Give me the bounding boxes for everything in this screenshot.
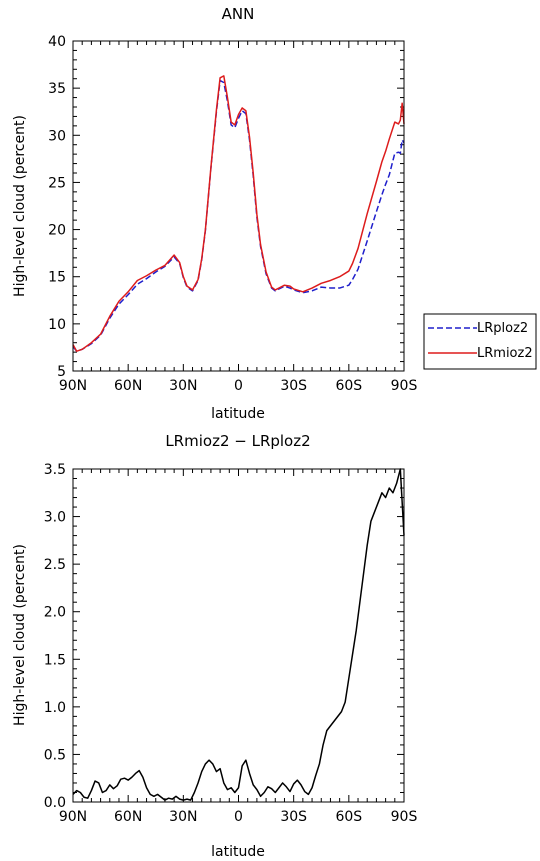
chart-difference: LRmioz2 − LRploz2 0.0 0.5 1.0 1.5 2.0 2.5 3.0 3… (12, 432, 417, 860)
y-axis-label: High-level cloud (percent) (12, 115, 28, 297)
x-tick-label: 30S (280, 809, 307, 825)
legend-label-lrmioz2: LRmioz2 (477, 346, 533, 361)
x-tick-label: 60N (114, 378, 142, 394)
chart-title: ANN (222, 5, 255, 23)
x-tick-label: 30S (280, 378, 307, 394)
y-tick-label: 0.5 (44, 747, 66, 763)
x-tick-label: 30N (169, 809, 197, 825)
x-tick-label: 60N (114, 809, 142, 825)
y-tick-label: 10 (48, 317, 66, 333)
x-tick-labels: 90N 60N 30N 0 30S 60S 90S (59, 378, 418, 394)
x-tick-label: 90S (391, 809, 418, 825)
series-lines (72, 468, 405, 801)
y-tick-label: 2.0 (44, 605, 66, 621)
y-tick-label: 2.5 (44, 557, 66, 573)
legend-box (423, 313, 537, 370)
legend: LRploz2 LRmioz2 (423, 313, 537, 370)
x-axis-label: latitude (211, 844, 265, 860)
legend-label-lrploz2: LRploz2 (477, 321, 528, 336)
x-tick-label: 0 (234, 809, 243, 825)
x-tick-label: 60S (335, 378, 362, 394)
y-tick-label: 0.0 (44, 795, 66, 811)
axis-ticks (72, 40, 405, 372)
y-tick-labels: 0.0 0.5 1.0 1.5 2.0 2.5 3.0 3.5 (44, 462, 66, 811)
y-tick-label: 20 (48, 223, 66, 239)
x-tick-labels: 90N 60N 30N 0 30S 60S 90S (59, 809, 418, 825)
x-tick-label: 90S (391, 378, 418, 394)
series-lines (72, 75, 405, 352)
y-tick-label: 1.0 (44, 700, 66, 716)
axis-ticks (72, 468, 405, 803)
y-tick-labels: 5 10 15 20 25 30 35 40 (48, 34, 66, 380)
series-line-lrmioz2 (72, 75, 405, 352)
plot-frame (72, 40, 405, 372)
x-tick-label: 90N (59, 809, 87, 825)
series-line-difference (72, 468, 405, 801)
plot-frame (72, 468, 405, 803)
x-tick-label: 60S (335, 809, 362, 825)
y-tick-label: 25 (48, 175, 66, 191)
y-tick-label: 35 (48, 81, 66, 97)
y-tick-label: 5 (57, 364, 66, 380)
y-tick-label: 3.0 (44, 510, 66, 526)
y-tick-label: 40 (48, 34, 66, 50)
y-axis-label: High-level cloud (percent) (12, 544, 28, 726)
x-axis-label: latitude (211, 406, 265, 422)
y-tick-label: 30 (48, 128, 66, 144)
y-tick-label: 3.5 (44, 462, 66, 478)
y-tick-label: 1.5 (44, 652, 66, 668)
x-tick-label: 90N (59, 378, 87, 394)
series-line-lrploz2 (72, 79, 405, 352)
y-tick-label: 15 (48, 270, 66, 286)
x-tick-label: 0 (234, 378, 243, 394)
x-tick-label: 30N (169, 378, 197, 394)
chart-title: LRmioz2 − LRploz2 (165, 432, 310, 450)
